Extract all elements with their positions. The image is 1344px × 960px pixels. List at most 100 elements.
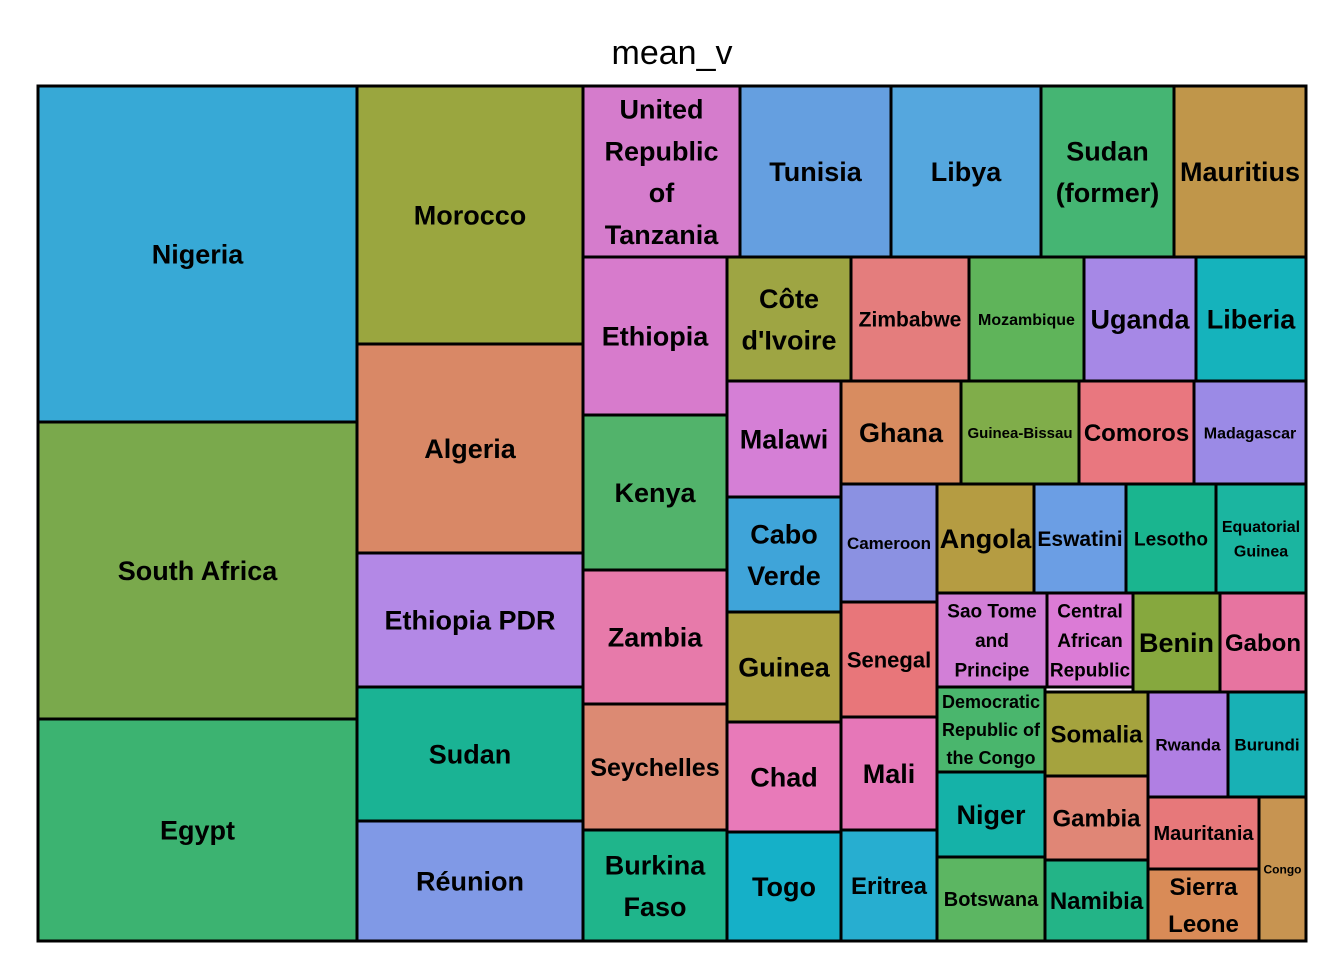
tile-malawi: Malawi bbox=[725, 379, 843, 499]
tile-rect bbox=[725, 610, 843, 724]
tile-rect bbox=[581, 413, 729, 572]
tile-rect bbox=[839, 600, 939, 719]
tile-label: Egypt bbox=[160, 816, 235, 846]
tile-angola: Angola bbox=[935, 482, 1036, 595]
tile-label: Mali bbox=[863, 759, 916, 789]
tile-label: Gambia bbox=[1052, 806, 1141, 833]
tile-madagascar: Madagascar bbox=[1192, 379, 1308, 486]
tile-label: Senegal bbox=[847, 647, 931, 672]
tile-sudan-former: Sudan (former) bbox=[1039, 84, 1176, 259]
tile-label: Sierra Leone bbox=[1168, 874, 1239, 938]
tile-rect bbox=[849, 255, 971, 383]
tile-label: Somalia bbox=[1050, 722, 1143, 749]
tile-rect bbox=[1039, 84, 1176, 259]
tile-label: Chad bbox=[750, 763, 818, 793]
tile-label: Malawi bbox=[740, 425, 829, 455]
tile-zimbabwe: Zimbabwe bbox=[849, 255, 971, 383]
tile-niger: Niger bbox=[935, 770, 1047, 859]
tile-label: Morocco bbox=[414, 201, 527, 231]
tile-label: Mauritania bbox=[1153, 823, 1254, 845]
tile-label: Ethiopia bbox=[602, 322, 709, 352]
tile-label: Réunion bbox=[416, 867, 524, 897]
tile-rect bbox=[889, 84, 1043, 259]
tile-label: Botswana bbox=[944, 889, 1039, 911]
tile-label: Namibia bbox=[1050, 888, 1144, 915]
tile-label: Cabo Verde bbox=[747, 519, 821, 591]
treemap-frame bbox=[36, 84, 1308, 943]
tile-label: Sao Tome and Principe bbox=[947, 601, 1036, 681]
tile-label: Burundi bbox=[1234, 736, 1299, 755]
tile-rect bbox=[1214, 482, 1308, 595]
tile-libya: Libya bbox=[889, 84, 1043, 259]
tile-label: South Africa bbox=[118, 556, 278, 586]
tile-seychelles: Seychelles bbox=[581, 702, 729, 832]
tile-rect bbox=[1146, 867, 1261, 943]
tile-label: Niger bbox=[956, 800, 1026, 830]
tile-namibia: Namibia bbox=[1043, 858, 1150, 943]
tile-central-african-republic: Central African Republic bbox=[1045, 591, 1135, 689]
tile-rwanda: Rwanda bbox=[1146, 690, 1230, 799]
tile-rect bbox=[1077, 379, 1196, 486]
tile-zambia: Zambia bbox=[581, 568, 729, 706]
tile-label: Angola bbox=[940, 524, 1032, 554]
tile-label: Central African Republic bbox=[1050, 601, 1131, 681]
tile-label: Equatorial Guinea bbox=[1222, 519, 1300, 561]
tile-label: Guinea-Bissau bbox=[967, 425, 1072, 442]
tile-label: Uganda bbox=[1090, 305, 1190, 335]
tile-sao-tome-and-principe: Sao Tome and Principe bbox=[935, 591, 1049, 689]
tile-somalia: Somalia bbox=[1043, 690, 1150, 778]
tile-label: Zambia bbox=[608, 623, 704, 653]
tile-rect bbox=[355, 819, 585, 943]
tile-label: Algeria bbox=[424, 434, 517, 464]
tile-chad: Chad bbox=[725, 720, 843, 834]
tile-label: Eritrea bbox=[851, 873, 928, 900]
tile-label: Comoros bbox=[1084, 420, 1189, 447]
tile-rect bbox=[839, 828, 939, 943]
tile-kenya: Kenya bbox=[581, 413, 729, 572]
tile-south-africa: South Africa bbox=[36, 420, 359, 721]
tile-reunion: Réunion bbox=[355, 819, 585, 943]
chart-title: mean_v bbox=[611, 34, 733, 72]
tile-ethiopia-pdr: Ethiopia PDR bbox=[355, 551, 585, 689]
tile-label: Burkina Faso bbox=[605, 850, 707, 922]
tile-burkina-faso: Burkina Faso bbox=[581, 828, 729, 943]
tile-rect bbox=[581, 702, 729, 832]
tile-cameroon: Cameroon bbox=[839, 482, 939, 604]
tile-label: Liberia bbox=[1207, 305, 1297, 335]
tile-guinea-bissau: Guinea-Bissau bbox=[959, 379, 1081, 486]
tile-label: Ghana bbox=[859, 418, 944, 448]
tile-mauritania: Mauritania bbox=[1146, 795, 1261, 871]
tile-uganda: Uganda bbox=[1082, 255, 1198, 383]
tile-rect bbox=[1226, 690, 1308, 799]
tile-rect bbox=[581, 568, 729, 706]
tile-label: Tunisia bbox=[769, 157, 862, 187]
tile-label: Democratic Republic of the Congo bbox=[942, 692, 1041, 768]
tile-rect bbox=[935, 685, 1047, 774]
tile-sudan: Sudan bbox=[355, 685, 585, 823]
tile-label: United Republic of Tanzania bbox=[604, 94, 719, 250]
tile-label: Guinea bbox=[738, 653, 831, 683]
tile-gambia: Gambia bbox=[1043, 774, 1150, 862]
tile-label: Lesotho bbox=[1134, 529, 1208, 550]
tile-label: Congo bbox=[1264, 862, 1302, 876]
tile-mali: Mali bbox=[839, 715, 939, 832]
tile-label: Kenya bbox=[614, 478, 696, 508]
tile-cote-d-ivoire: Côte d'Ivoire bbox=[725, 255, 853, 383]
tile-label: Côte d'Ivoire bbox=[742, 284, 837, 356]
tile-senegal: Senegal bbox=[839, 600, 939, 719]
tile-label: Libya bbox=[931, 157, 1003, 187]
tile-rect bbox=[725, 495, 843, 614]
tile-rect bbox=[1045, 591, 1135, 689]
tile-united-republic-of-tanzania: United Republic of Tanzania bbox=[581, 84, 742, 259]
tile-togo: Togo bbox=[725, 830, 843, 943]
tile-comoros: Comoros bbox=[1077, 379, 1196, 486]
tile-label: Sudan bbox=[429, 740, 512, 770]
tile-botswana: Botswana bbox=[935, 855, 1047, 943]
tile-mauritius: Mauritius bbox=[1172, 84, 1308, 259]
tile-algeria: Algeria bbox=[355, 342, 585, 555]
tile-label: Nigeria bbox=[152, 240, 245, 270]
tile-sierra-leone: Sierra Leone bbox=[1146, 867, 1261, 943]
tile-ghana: Ghana bbox=[839, 379, 963, 486]
tile-rect bbox=[725, 255, 853, 383]
